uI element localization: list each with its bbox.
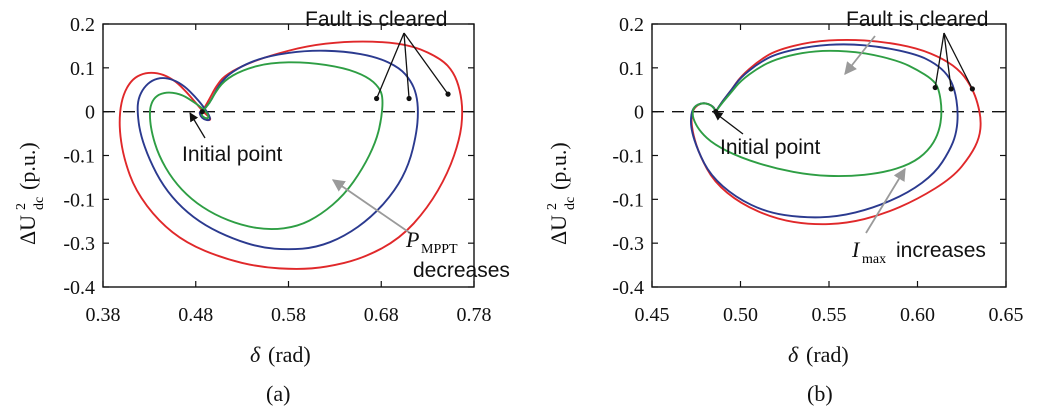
panel-b-trend-symbol: I: [851, 237, 861, 262]
panel-b-trend-text: increases: [896, 239, 986, 262]
panel-a-y-axis-title: ΔU 2 dc (p.u.): [14, 142, 47, 245]
panel-a-trend-symbol: P: [405, 227, 419, 252]
panel-a-fault-cleared-label: Fault is cleared: [305, 8, 447, 31]
panel-b: 0.2 0.1 0 -0.1 -0.1 -0.3 -0.4 0.45 0.50 0.55 0.60 0…: [545, 8, 1024, 406]
panel-b-fault-point-green: [932, 84, 938, 91]
panel-b-fault-point-red: [969, 86, 975, 92]
panel-a-fault-point-green: [374, 95, 380, 102]
panel-a-ytick-label: 0.1: [70, 58, 95, 80]
panel-b-ytick-label: -0.3: [612, 233, 644, 255]
panel-a-series-blue-curve: [136, 49, 419, 251]
panel-a-series-green-curve: [148, 61, 384, 230]
panel-a-xtick-label: 0.48: [178, 304, 213, 326]
panel-a-trend-text: decreases: [413, 259, 510, 282]
panel-a-trend-arrow: [331, 179, 411, 234]
panel-a-ylabel-sub: dc: [32, 197, 47, 210]
panel-b-xlabel-unit: (rad): [806, 342, 849, 367]
panel-b-ylabel-unit: (p.u.): [546, 142, 571, 190]
panel-b-xtick-label: 0.50: [723, 304, 758, 326]
panel-a-fault-point-red: [445, 91, 451, 97]
panel-a-x-axis-title: δ (rad): [250, 342, 311, 367]
panel-b-fault-leader-blue: [943, 32, 952, 89]
panel-b-xtick-label: 0.65: [989, 304, 1024, 326]
panel-a-caption: (a): [266, 381, 290, 406]
panel-a: 0.2 0.1 0 -0.1 -0.1 -0.3 -0.4 0.38 0.48 0.58 0.68 0…: [14, 8, 510, 406]
panel-a-ytick-label: 0: [85, 102, 95, 124]
panel-a-xlabel-symbol: δ: [250, 342, 261, 367]
panel-b-plot-area: 0.2 0.1 0 -0.1 -0.1 -0.3 -0.4 0.45 0.50 0.55 0.60 0…: [612, 14, 1023, 326]
panel-a-trend-subscript: MPPT: [421, 242, 458, 257]
panel-a-initial-point-arrow: [189, 112, 206, 139]
panel-b-ytick-label: -0.1: [612, 189, 644, 211]
panel-b-trend-subscript: max: [862, 252, 886, 267]
panel-a-fault-leader-red: [403, 32, 449, 95]
panel-a-xtick-label: 0.68: [364, 304, 399, 326]
panel-a-initial-point-marker: [199, 109, 205, 115]
panel-b-ylabel-sub: dc: [563, 197, 578, 210]
panel-a-ytick-label: -0.1: [63, 189, 95, 211]
panel-b-xtick-label: 0.45: [635, 304, 670, 326]
panel-b-xlabel-symbol: δ: [788, 342, 799, 367]
panel-b-xtick-label: 0.55: [812, 304, 847, 326]
panel-a-initial-point-label: Initial point: [182, 143, 283, 166]
panel-b-trend-arrow: [865, 167, 906, 234]
panel-a-ylabel-prefix: ΔU: [15, 215, 40, 245]
panel-b-y-axis-title: ΔU 2 dc (p.u.): [545, 142, 578, 245]
panel-b-series-blue-curve: [689, 43, 959, 219]
panel-b-ytick-label: 0.2: [619, 14, 644, 36]
panel-a-ytick-label: -0.4: [63, 277, 95, 299]
panel-a-xlabel-unit: (rad): [268, 342, 311, 367]
panel-b-fault-leader-red: [943, 32, 973, 90]
panel-b-ytick-label: -0.4: [612, 277, 644, 299]
panel-a-fault-leader-blue: [403, 32, 410, 99]
panel-a-xtick-label: 0.78: [457, 304, 492, 326]
panel-b-fault-cleared-label: Fault is cleared: [846, 8, 988, 31]
panel-a-xtick-label: 0.58: [271, 304, 306, 326]
panel-a-fault-leader-green: [376, 32, 405, 99]
panel-b-ytick-label: -0.1: [612, 146, 644, 168]
panel-a-ylabel-unit: (p.u.): [15, 142, 40, 190]
panel-b-fault-point-blue: [948, 86, 954, 92]
panel-b-series-green-curve: [691, 49, 943, 178]
panel-b-caption: (b): [807, 381, 833, 406]
panel-b-x-axis-title: δ (rad): [788, 342, 849, 367]
panel-b-ylabel-prefix: ΔU: [546, 215, 571, 245]
panel-b-ytick-label: 0: [634, 102, 644, 124]
panel-a-ytick-label: 0.2: [70, 14, 95, 36]
panel-b-ylabel-sup: 2: [545, 203, 560, 210]
panel-b-initial-point-arrow: [713, 111, 744, 135]
panel-b-initial-point-label: Initial point: [720, 136, 821, 159]
panel-a-ylabel-sup: 2: [14, 203, 29, 210]
panel-b-xtick-label: 0.60: [900, 304, 935, 326]
panel-a-fault-point-blue: [406, 95, 412, 102]
panel-b-ytick-label: 0.1: [619, 58, 644, 80]
panel-b-fault-leader-green: [934, 32, 945, 88]
panel-b-trend-label: I max increases: [851, 237, 986, 267]
panel-a-plot-area: 0.2 0.1 0 -0.1 -0.1 -0.3 -0.4 0.38 0.48 0.58 0.68 0…: [63, 14, 491, 326]
panel-a-ytick-label: -0.1: [63, 146, 95, 168]
panel-a-trend-label: P MPPT decreases: [405, 227, 510, 282]
panel-b-trend-arrow-top: [844, 35, 876, 75]
panel-a-ytick-label: -0.3: [63, 233, 95, 255]
panel-a-xtick-label: 0.38: [86, 304, 121, 326]
